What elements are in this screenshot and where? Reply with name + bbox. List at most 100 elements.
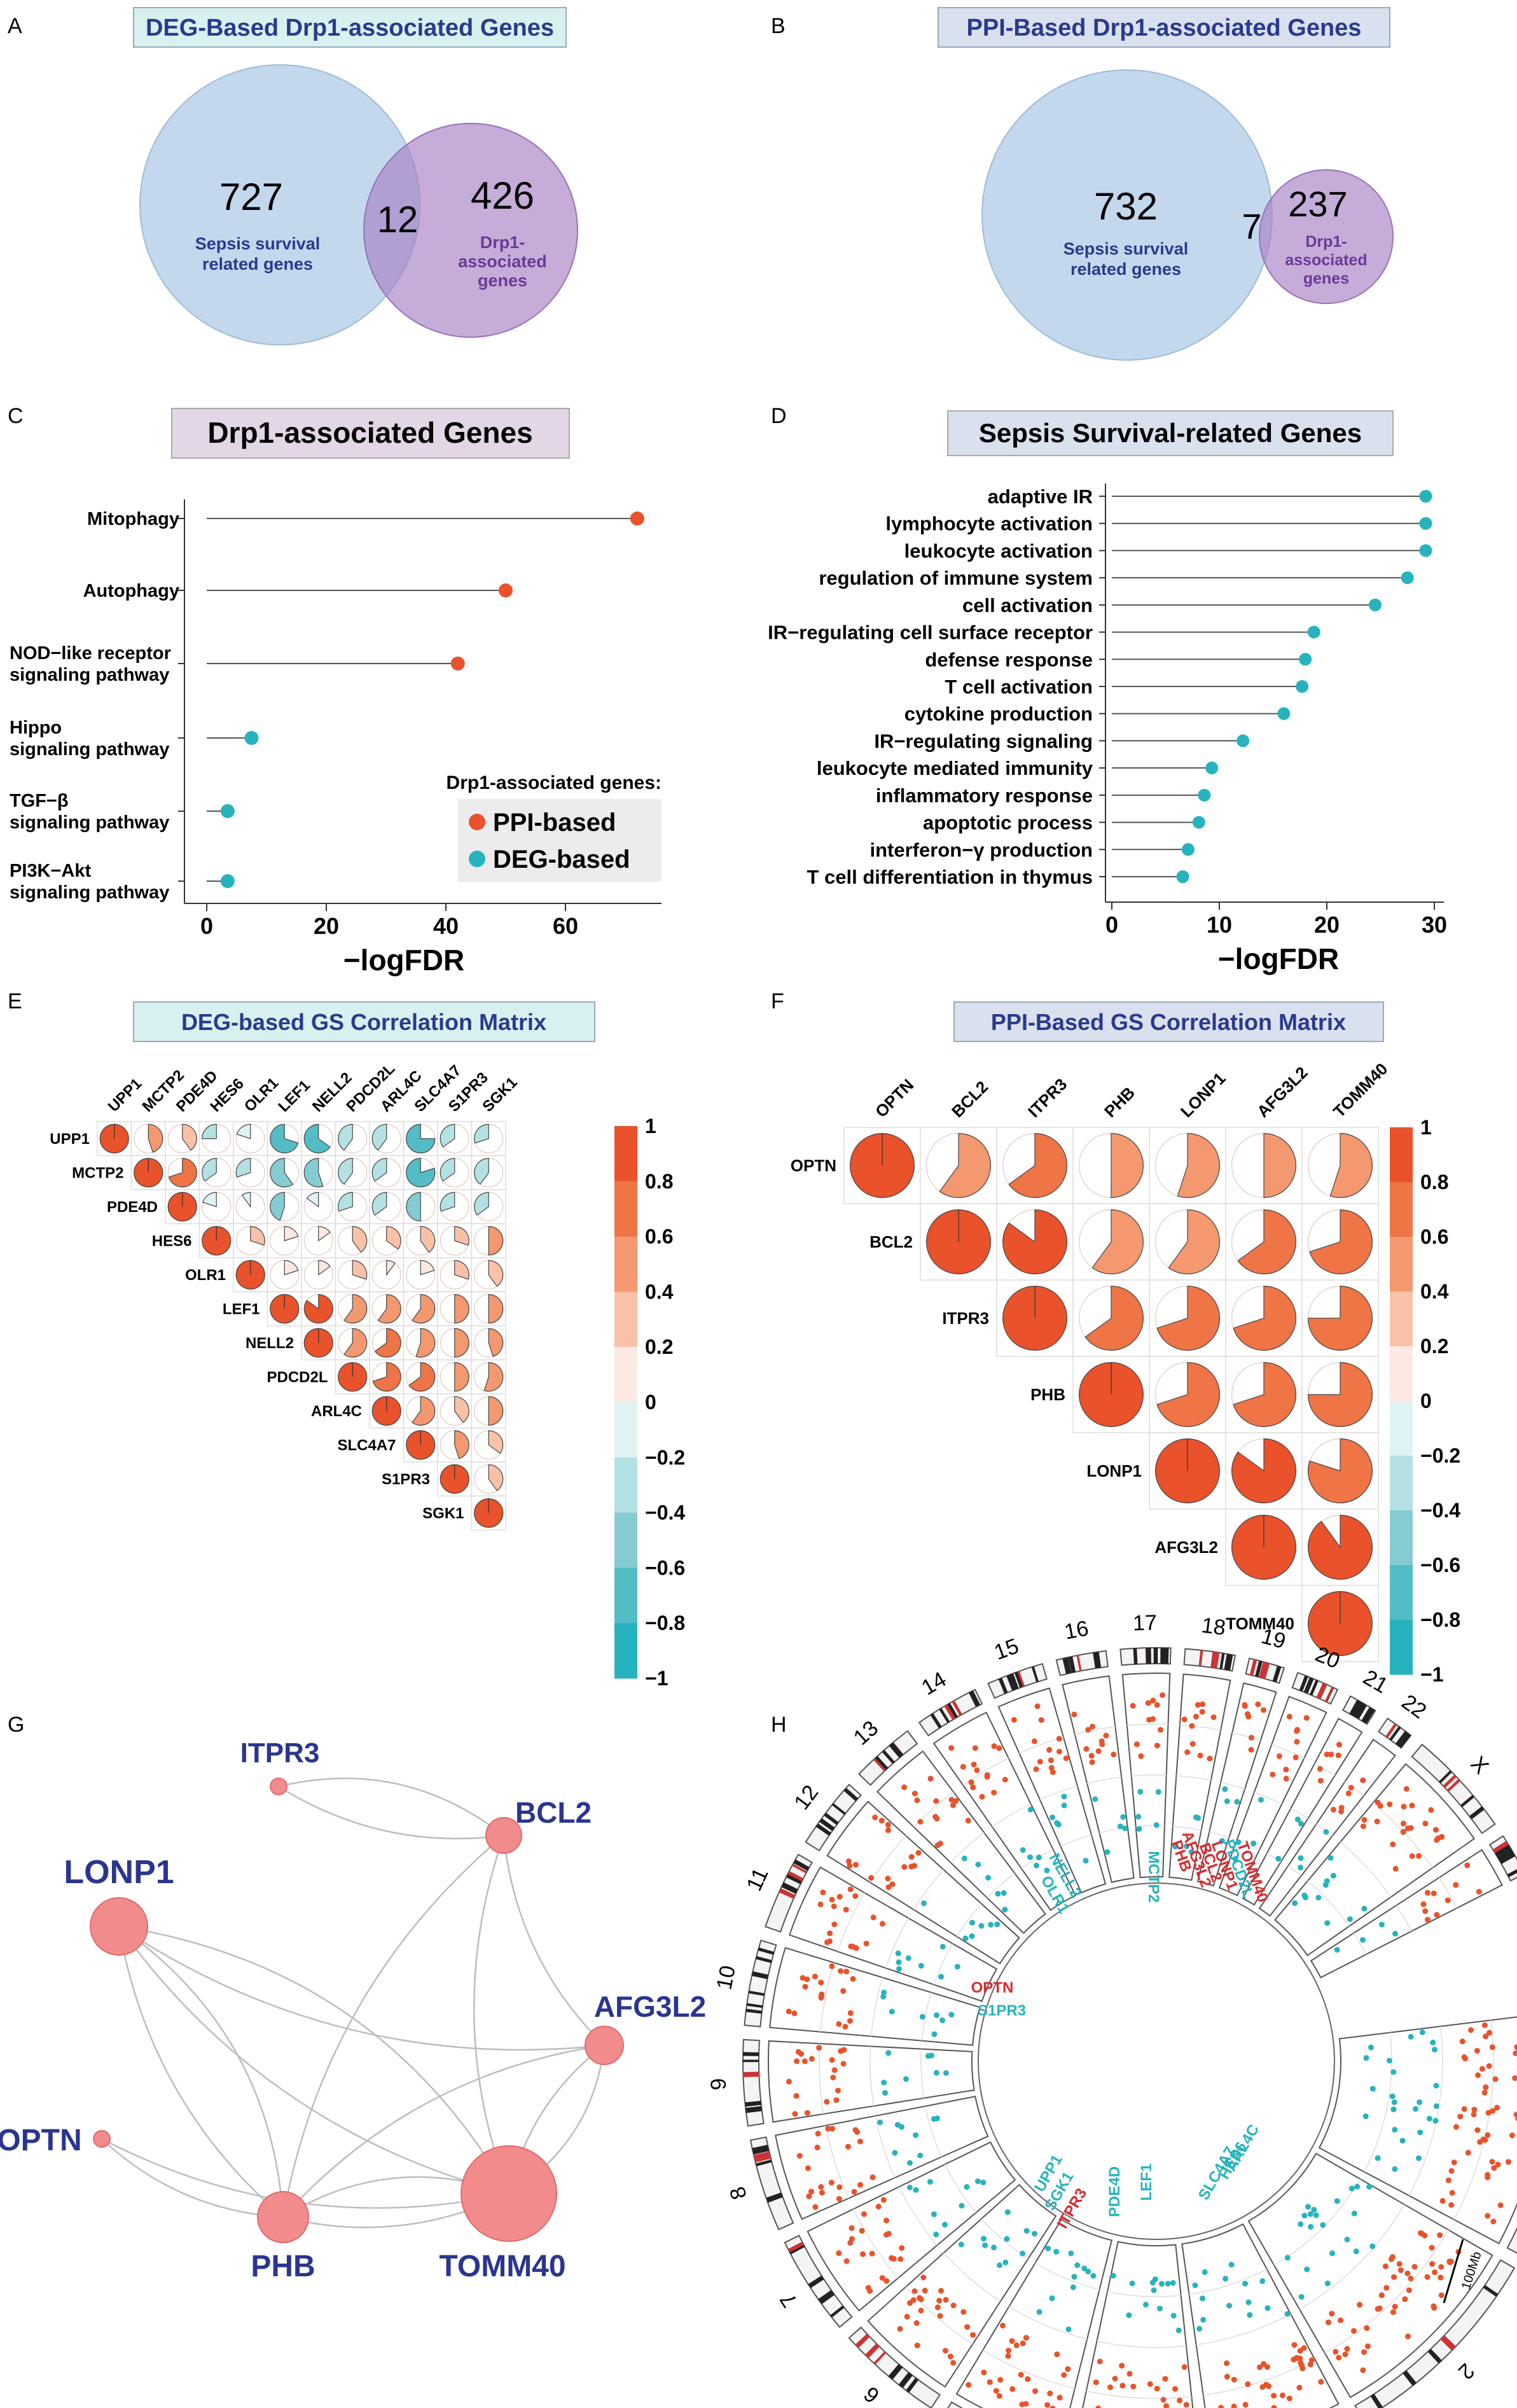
circos-point-ppi <box>885 1876 891 1882</box>
circos-band <box>752 2145 768 2150</box>
matrix-pie <box>1111 1132 1144 1199</box>
circos-point-deg <box>1172 1843 1179 1849</box>
circos-point-ppi <box>829 1963 835 1970</box>
circos-point-ppi <box>1471 2106 1478 2113</box>
circos-point-ppi <box>1005 2353 1011 2359</box>
circos-point-ppi <box>1513 2112 1517 2118</box>
circos-point-deg <box>1122 1825 1128 1832</box>
network-node <box>93 2130 111 2148</box>
panel-g: G ITPR3 BCL2 LONP1 AFG3L2 OPTN PHB TOMM40 <box>0 1713 706 2283</box>
circos-point-ppi <box>859 2227 865 2234</box>
matrix-row-label: S1PR3 <box>382 1471 430 1488</box>
circos-band <box>830 2305 845 2318</box>
circos-point-ppi <box>843 2258 850 2264</box>
circos-point-deg <box>1430 2040 1436 2046</box>
circos-point-ppi <box>830 2074 836 2080</box>
circos-point-ppi <box>872 1814 878 1821</box>
circos-point-deg <box>1247 2312 1253 2318</box>
circos-point-deg <box>1324 1920 1331 1926</box>
circos-gridline <box>987 1872 1015 1898</box>
circos-point-deg <box>1117 1823 1123 1830</box>
circos-point-ppi <box>948 1797 955 1803</box>
circos-point-deg <box>894 2122 901 2128</box>
circos-point-ppi <box>1038 1717 1044 1723</box>
circos-point-deg <box>1369 2243 1376 2250</box>
circos-point-ppi <box>1083 1746 1090 1752</box>
c-category-label: signaling pathway <box>10 665 169 685</box>
circos-point-ppi <box>1063 1755 1069 1762</box>
circos-point-ppi <box>918 2307 924 2314</box>
colorbar-tick-label: 0 <box>1420 1389 1432 1412</box>
circos-point-ppi <box>843 1968 850 1975</box>
network-edge <box>473 1835 510 2194</box>
circos-band <box>1009 1673 1019 1690</box>
circos-band <box>1395 1730 1409 1747</box>
circos-gridline <box>925 2106 942 2157</box>
circos-chrom-label: 12 <box>789 1781 823 1814</box>
circos-point-ppi <box>1387 1801 1393 1807</box>
circos-point-ppi <box>1242 1702 1248 1708</box>
circos-point-deg <box>1391 2099 1397 2105</box>
matrix-pie <box>236 1124 251 1139</box>
circos-point-ppi <box>1294 1739 1300 1745</box>
colorbar-tick-label: −0.4 <box>645 1501 685 1524</box>
circos-point-ppi <box>829 1896 835 1903</box>
colorbar-segment <box>1390 1456 1413 1511</box>
matrix-pie <box>202 1158 217 1182</box>
circos-gene-label: MCTP2 <box>1145 1851 1162 1902</box>
panel-b-title: PPI-Based Drp1-associated Genes <box>967 15 1362 41</box>
circos-point-deg <box>1129 2280 1135 2286</box>
circos-point-ppi <box>987 2379 993 2385</box>
circos-point-deg <box>881 1989 887 1996</box>
circos-point-deg <box>1081 2265 1088 2272</box>
circos-point-ppi <box>1497 2202 1504 2208</box>
network-edge <box>282 1835 504 2218</box>
circos-point-deg <box>1361 1905 1368 1912</box>
circos-gridline <box>943 2252 1001 2302</box>
matrix-col-label: LONP1 <box>1177 1069 1230 1122</box>
circos-point-deg <box>1196 2325 1203 2332</box>
circos-band <box>1403 2370 1417 2386</box>
network-node <box>585 2026 624 2065</box>
circos-band <box>1361 1707 1375 1723</box>
matrix-pie <box>148 1124 163 1153</box>
circos-point-ppi <box>1149 1716 1156 1722</box>
circos-point-deg <box>1085 2269 1091 2275</box>
circos-point-deg <box>1313 2212 1319 2218</box>
circos-point-ppi <box>847 2018 853 2024</box>
circos-point-deg <box>1001 1890 1007 1896</box>
circos-point-deg <box>1226 2302 1233 2309</box>
matrix-col-label: LEF1 <box>275 1077 314 1116</box>
circos-point-ppi <box>1150 1697 1156 1704</box>
matrix-col-label: AFG3L2 <box>1253 1063 1312 1122</box>
circos-point-ppi <box>1344 2346 1350 2352</box>
circos-point-deg <box>1032 2231 1038 2237</box>
circos-point-deg <box>1366 2183 1373 2190</box>
circos-point-ppi <box>808 2056 815 2062</box>
circos-point-ppi <box>897 2326 903 2332</box>
circos-band <box>1398 1733 1411 1748</box>
panel-b-title-box <box>938 7 1390 48</box>
matrix-row-label: OPTN <box>791 1156 836 1175</box>
circos-point-deg <box>1219 1838 1225 1844</box>
circos-point-deg <box>1426 2115 1432 2122</box>
panel-f: F PPI-Based GS Correlation Matrix OPTN BC… <box>771 989 1460 1686</box>
venn-a-right-circle <box>363 123 578 338</box>
circos-gridline <box>1324 2229 1449 2354</box>
matrix-pie <box>338 1124 353 1151</box>
circos-point-ppi <box>814 2144 821 2150</box>
circos-point-ppi <box>1364 2343 1371 2349</box>
matrix-row-label: UPP1 <box>50 1131 90 1148</box>
circos-point-deg <box>969 1919 975 1926</box>
circos-point-deg <box>1375 2155 1381 2161</box>
circos-point-ppi <box>878 1818 885 1824</box>
circos-band <box>1224 1653 1233 1671</box>
circos-point-ppi <box>1130 2383 1137 2390</box>
c-legend-label: PPI-based <box>493 809 616 837</box>
circos-point-ppi <box>936 2297 943 2304</box>
circos-point-ppi <box>915 1849 922 1856</box>
circos-point-ppi <box>865 2285 871 2291</box>
circos-point-deg <box>1344 2236 1350 2243</box>
circos-point-ppi <box>1406 2287 1412 2293</box>
